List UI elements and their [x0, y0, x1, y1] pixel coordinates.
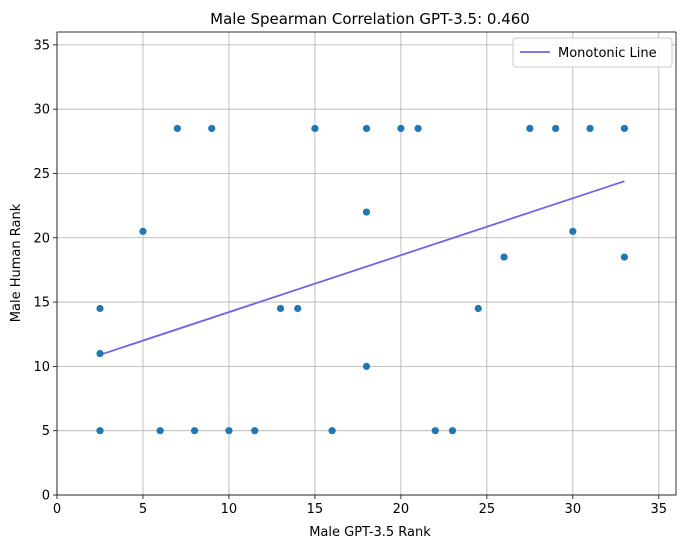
x-tick-label: 20: [393, 502, 410, 517]
x-tick-label: 25: [479, 502, 496, 517]
y-tick-label: 35: [33, 38, 50, 53]
y-tick-label: 0: [42, 489, 50, 504]
legend-box: [512, 37, 673, 68]
data-point: [500, 253, 508, 261]
data-point: [225, 427, 233, 435]
plot-frame: [56, 31, 677, 496]
points-layer: [96, 124, 629, 435]
data-point: [431, 427, 439, 435]
data-point: [328, 427, 336, 435]
data-point: [96, 304, 104, 313]
data-point: [448, 427, 457, 435]
axes: 0 5 10 15 20 25 30 35 0 5 10 15 20 25 30 35: [33, 31, 677, 517]
data-point: [552, 124, 560, 133]
x-tick-label: 15: [307, 502, 324, 517]
data-point: [362, 208, 371, 216]
data-point: [156, 427, 164, 435]
monotonic-line-layer: [99, 180, 625, 356]
x-tick-label: 35: [651, 502, 668, 517]
data-point: [474, 304, 482, 313]
data-point: [362, 124, 371, 133]
data-point: [208, 124, 216, 133]
y-tick-label: 30: [33, 103, 50, 118]
grid: [56, 32, 676, 496]
data-point: [526, 124, 534, 133]
x-tick-label: 0: [53, 502, 61, 517]
data-point: [397, 124, 405, 133]
monotonic-line: [99, 180, 625, 356]
x-tick-label: 5: [139, 502, 147, 517]
data-point: [276, 304, 285, 313]
data-point: [620, 253, 629, 261]
y-tick-label: 25: [33, 167, 50, 182]
x-axis-title: Male GPT-3.5 Rank: [309, 525, 431, 540]
y-axis-title: Male Human Rank: [9, 203, 24, 322]
y-tick-label: 15: [33, 296, 50, 311]
data-point: [294, 304, 302, 313]
data-point: [620, 124, 629, 133]
data-point: [362, 362, 371, 370]
data-point: [139, 227, 147, 235]
data-point: [311, 124, 319, 133]
data-point: [569, 227, 577, 235]
data-point: [190, 427, 199, 435]
data-point: [173, 124, 181, 133]
y-tick-label: 10: [33, 360, 50, 375]
data-point: [586, 124, 594, 133]
legend: Monotonic Line: [512, 37, 673, 68]
chart-title: Male Spearman Correlation GPT-3.5: 0.460: [210, 10, 530, 28]
y-tick-label: 5: [42, 424, 50, 439]
x-tick-label: 10: [221, 502, 238, 517]
y-tick-label: 20: [33, 231, 50, 246]
legend-label: Monotonic Line: [558, 46, 657, 61]
data-point: [96, 427, 104, 435]
data-point: [414, 124, 422, 133]
x-tick-label: 30: [565, 502, 582, 517]
data-point: [251, 427, 259, 435]
data-point: [96, 349, 104, 358]
